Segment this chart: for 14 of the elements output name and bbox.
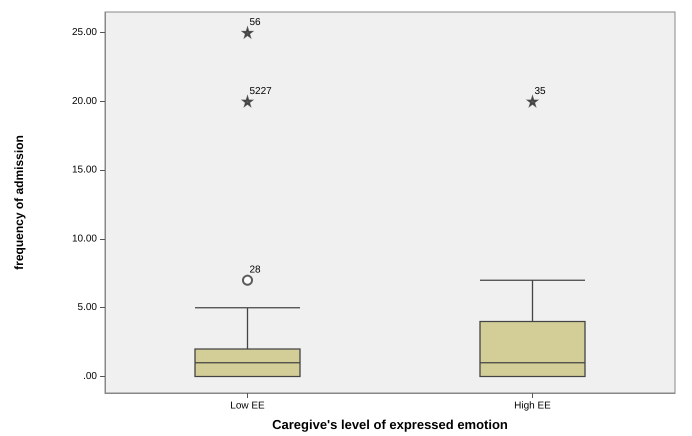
y-tick-label: .00 xyxy=(83,370,98,382)
y-tick-label: 5.00 xyxy=(78,302,98,314)
y-axis-title: frequency of admission xyxy=(12,135,26,270)
annotation: 56 xyxy=(250,17,262,28)
annotation: 28 xyxy=(250,264,262,276)
y-tick-label: 15.00 xyxy=(72,164,98,176)
y-tick-label: 25.00 xyxy=(72,27,98,38)
annotation: 35 xyxy=(534,86,546,97)
y-tick-label: 20.00 xyxy=(72,96,98,107)
x-tick-label: High EE xyxy=(514,400,552,412)
x-axis-title: Caregive's level of expressed emotion xyxy=(272,417,508,432)
x-tick-label: Low EE xyxy=(230,400,266,412)
annotation: 5227 xyxy=(250,86,272,97)
y-tick-label: 10.00 xyxy=(72,233,98,244)
